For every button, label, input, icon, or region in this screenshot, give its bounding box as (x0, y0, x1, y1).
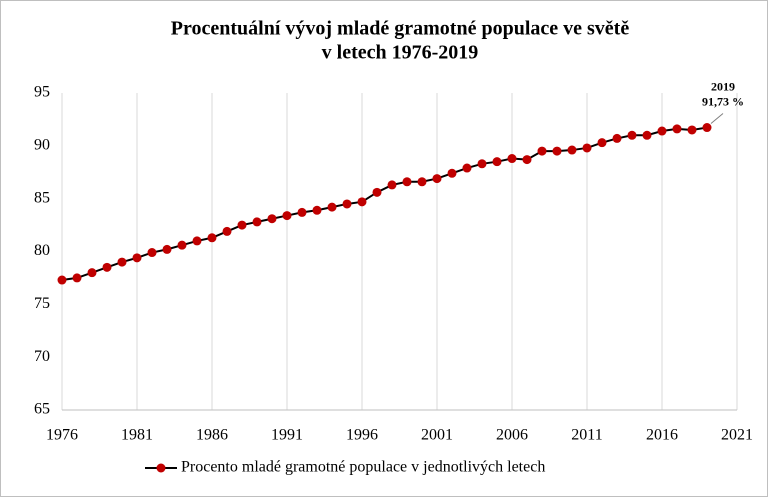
chart-title: Procentuální vývoj mladé gramotné popula… (171, 18, 630, 40)
point (492, 157, 502, 167)
point (177, 240, 187, 250)
x-tick-label: 2016 (646, 427, 678, 444)
y-tick-label: 95 (34, 84, 50, 101)
point (162, 244, 172, 254)
legend-marker (156, 463, 166, 473)
annotation-label: 2019 (711, 79, 735, 93)
point (687, 125, 697, 135)
point (582, 143, 592, 153)
point (387, 180, 397, 190)
point (147, 248, 157, 258)
data-label: 91,73 % (702, 94, 744, 108)
point (312, 205, 322, 215)
x-tick-label: 1996 (346, 427, 378, 444)
point (462, 163, 472, 173)
point (477, 159, 487, 169)
x-tick-label: 2021 (721, 427, 753, 444)
point (642, 130, 652, 140)
y-tick-label: 90 (34, 137, 50, 154)
x-tick-label: 2001 (421, 427, 453, 444)
point (522, 155, 532, 165)
point (627, 130, 637, 140)
y-tick-label: 65 (34, 401, 50, 418)
y-tick-label: 70 (34, 348, 50, 365)
point (327, 202, 337, 212)
point (672, 124, 682, 134)
point (222, 226, 232, 236)
point (612, 133, 622, 143)
annotation-leader (710, 113, 724, 124)
x-tick-label: 1981 (121, 427, 153, 444)
point (192, 236, 202, 246)
point (117, 257, 127, 267)
point (597, 138, 607, 148)
point (87, 268, 97, 278)
point (267, 214, 277, 224)
point (537, 146, 547, 156)
x-tick-label: 1991 (271, 427, 303, 444)
y-tick-label: 75 (34, 295, 50, 312)
point (102, 262, 112, 272)
point (72, 273, 82, 283)
point (57, 275, 67, 285)
point (357, 197, 367, 207)
x-tick-label: 1986 (196, 427, 228, 444)
point (342, 199, 352, 209)
point (567, 145, 577, 155)
point (657, 126, 667, 136)
x-tick-label: 2011 (571, 427, 602, 444)
point (402, 177, 412, 187)
x-tick-label: 1976 (46, 427, 78, 444)
point (417, 177, 427, 187)
point (252, 217, 262, 227)
point (297, 207, 307, 217)
point (132, 253, 142, 263)
point (207, 233, 217, 243)
y-tick-label: 85 (34, 189, 50, 206)
point (372, 187, 382, 197)
point (432, 174, 442, 184)
point (282, 211, 292, 221)
point (702, 123, 712, 133)
y-tick-label: 80 (34, 242, 50, 259)
chart-title: v letech 1976-2019 (322, 42, 479, 64)
point (447, 168, 457, 178)
point (552, 146, 562, 156)
x-tick-label: 2006 (496, 427, 528, 444)
point (507, 154, 517, 164)
point (237, 220, 247, 230)
legend-label: Procento mladé gramotné populace v jedno… (181, 459, 545, 476)
